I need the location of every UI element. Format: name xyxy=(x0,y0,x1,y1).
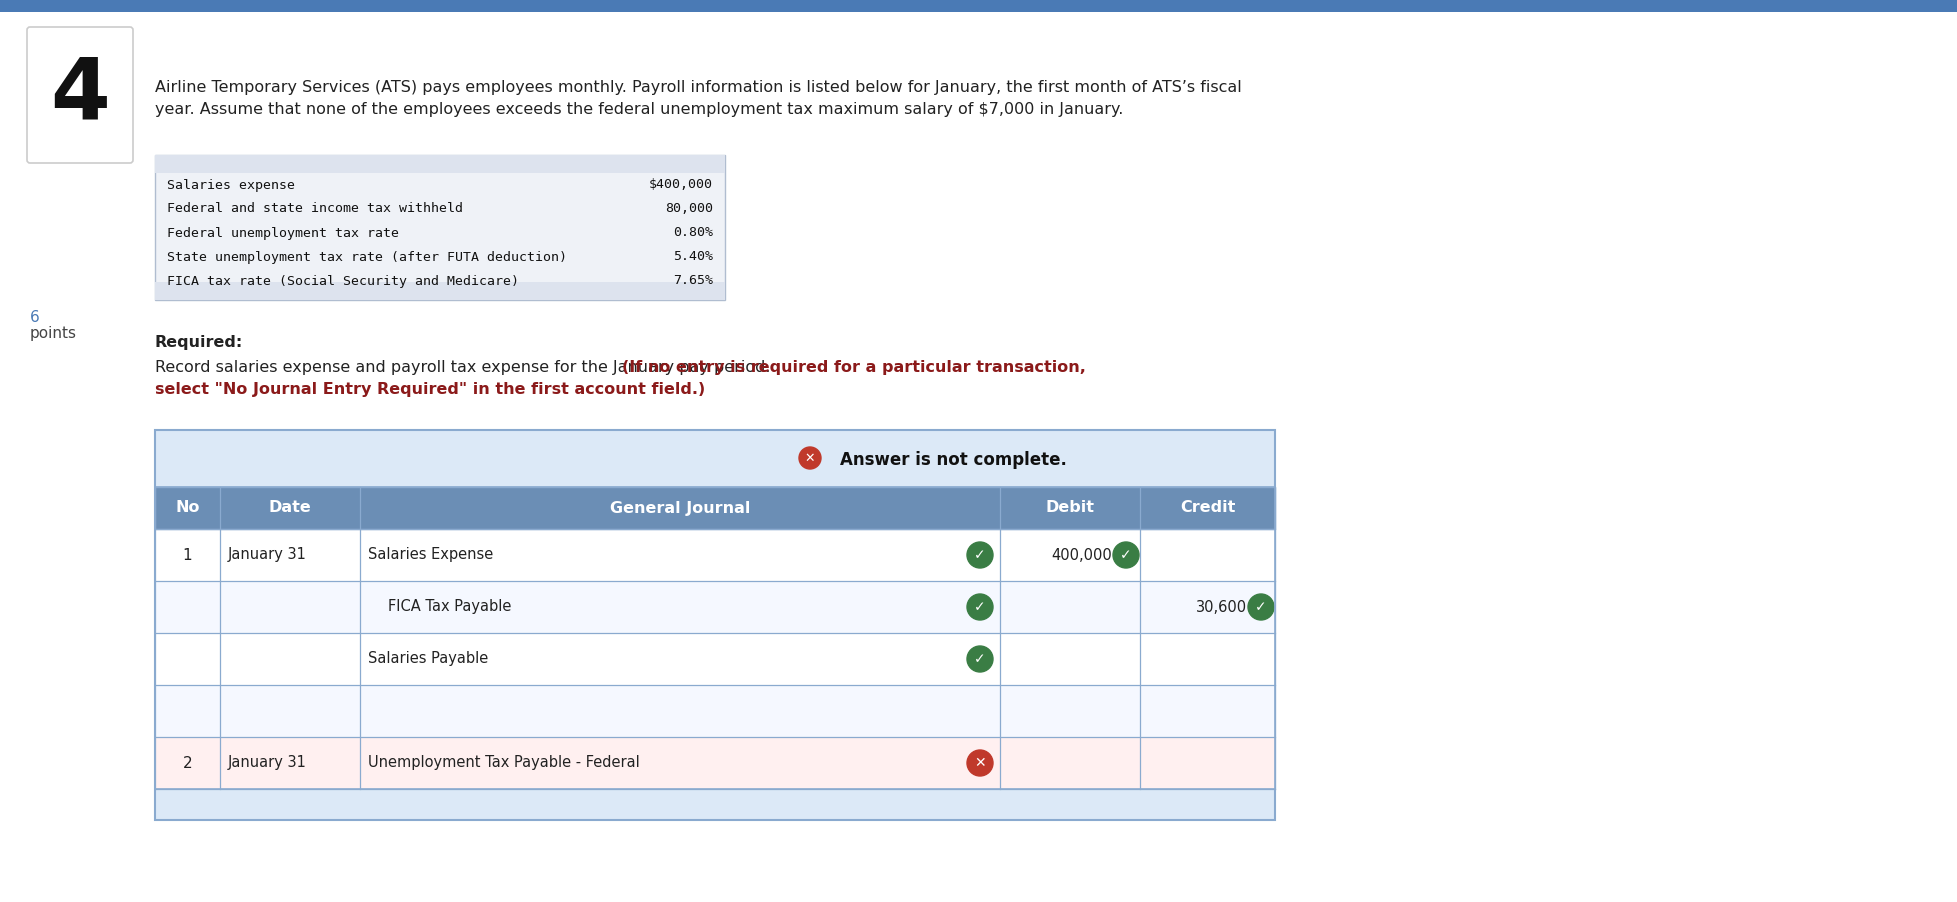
Text: Salaries Expense: Salaries Expense xyxy=(368,548,493,563)
Text: ✓: ✓ xyxy=(975,652,984,666)
Bar xyxy=(155,529,1274,581)
Bar xyxy=(0,0,1957,12)
FancyBboxPatch shape xyxy=(27,27,133,163)
Text: 5.40%: 5.40% xyxy=(673,251,712,263)
Bar xyxy=(155,430,1274,820)
Text: ✓: ✓ xyxy=(1254,600,1266,614)
Text: 4: 4 xyxy=(51,53,110,136)
Circle shape xyxy=(1112,542,1139,568)
Text: 1: 1 xyxy=(182,548,192,563)
Text: Debit: Debit xyxy=(1045,501,1094,516)
Circle shape xyxy=(967,646,992,672)
Text: ✕: ✕ xyxy=(975,756,984,770)
Text: Date: Date xyxy=(268,501,311,516)
Text: 2: 2 xyxy=(182,756,192,770)
Text: 30,600: 30,600 xyxy=(1196,600,1247,614)
Text: Federal and state income tax withheld: Federal and state income tax withheld xyxy=(166,203,462,216)
Text: 80,000: 80,000 xyxy=(665,203,712,216)
Text: FICA tax rate (Social Security and Medicare): FICA tax rate (Social Security and Medic… xyxy=(166,274,519,288)
Circle shape xyxy=(967,594,992,620)
Text: Unemployment Tax Payable - Federal: Unemployment Tax Payable - Federal xyxy=(368,756,640,770)
Text: 6: 6 xyxy=(29,310,39,325)
Circle shape xyxy=(798,447,820,469)
Bar xyxy=(155,155,724,300)
Circle shape xyxy=(967,542,992,568)
Text: January 31: January 31 xyxy=(227,756,307,770)
Text: $400,000: $400,000 xyxy=(648,179,712,191)
Text: Record salaries expense and payroll tax expense for the January pay period.: Record salaries expense and payroll tax … xyxy=(155,360,775,375)
Text: Salaries Payable: Salaries Payable xyxy=(368,651,487,667)
Text: Salaries expense: Salaries expense xyxy=(166,179,296,191)
Circle shape xyxy=(967,750,992,776)
Text: ✓: ✓ xyxy=(1119,548,1131,562)
Text: No: No xyxy=(176,501,200,516)
Text: Answer is not complete.: Answer is not complete. xyxy=(840,451,1067,469)
Text: Required:: Required: xyxy=(155,335,243,350)
Bar xyxy=(155,737,1274,789)
Text: Credit: Credit xyxy=(1180,501,1235,516)
Text: 400,000: 400,000 xyxy=(1051,548,1112,563)
Text: ✓: ✓ xyxy=(975,600,984,614)
Bar xyxy=(155,282,724,300)
Text: 7.65%: 7.65% xyxy=(673,274,712,288)
Bar xyxy=(155,581,1274,633)
Text: ✓: ✓ xyxy=(975,548,984,562)
Bar xyxy=(155,155,724,173)
Text: ✕: ✕ xyxy=(804,452,814,465)
Text: State unemployment tax rate (after FUTA deduction): State unemployment tax rate (after FUTA … xyxy=(166,251,568,263)
Text: (If no entry is required for a particular transaction,: (If no entry is required for a particula… xyxy=(622,360,1086,375)
Bar xyxy=(155,487,1274,529)
Text: Airline Temporary Services (ATS) pays employees monthly. Payroll information is : Airline Temporary Services (ATS) pays em… xyxy=(155,80,1241,95)
Text: General Journal: General Journal xyxy=(609,501,750,516)
Text: Federal unemployment tax rate: Federal unemployment tax rate xyxy=(166,226,399,240)
Text: FICA Tax Payable: FICA Tax Payable xyxy=(387,600,511,614)
Text: points: points xyxy=(29,326,76,341)
Text: year. Assume that none of the employees exceeds the federal unemployment tax max: year. Assume that none of the employees … xyxy=(155,102,1123,117)
Text: select "No Journal Entry Required" in the first account field.): select "No Journal Entry Required" in th… xyxy=(155,382,705,397)
Text: 0.80%: 0.80% xyxy=(673,226,712,240)
Bar xyxy=(155,685,1274,737)
Circle shape xyxy=(1247,594,1274,620)
Text: January 31: January 31 xyxy=(227,548,307,563)
Bar xyxy=(155,633,1274,685)
